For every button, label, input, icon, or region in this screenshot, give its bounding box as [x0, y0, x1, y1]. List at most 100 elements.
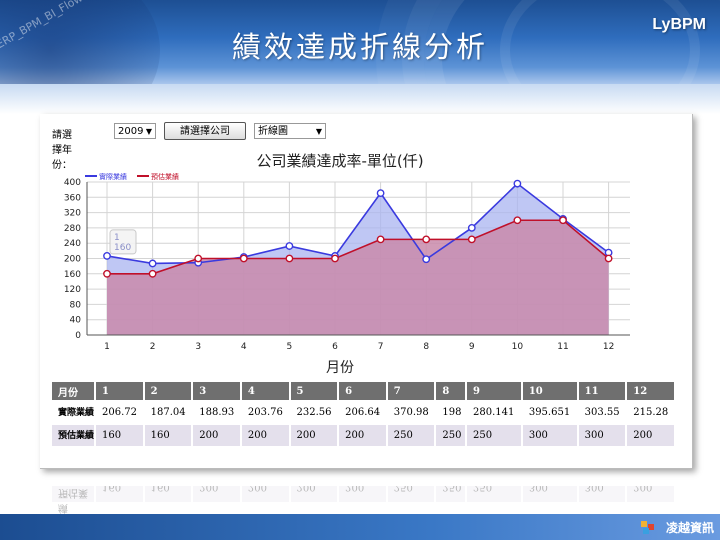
x-axis-title: 月份	[326, 360, 354, 376]
header-banner: ERP_BPM_BI_Flow 績效達成折線分析 LyBPM	[0, 0, 720, 84]
table-cell: 188.93	[192, 400, 242, 424]
banner-glow	[0, 0, 160, 84]
table-cell: 250	[386, 423, 437, 446]
table-cell: 250	[466, 486, 522, 502]
table-cell: 250	[386, 486, 436, 502]
table-cell: 200	[192, 423, 242, 446]
y-tick-label: 400	[64, 178, 81, 188]
x-tick-label: 5	[287, 342, 293, 352]
data-point	[513, 216, 522, 225]
y-tick-label: 240	[64, 239, 81, 249]
table-header-cell: 10	[521, 382, 579, 401]
performance-chart: 公司業績達成率-單位(仟) 實際業績 預估業績 04080120160200240…	[64, 152, 630, 376]
chevron-down-icon: ▼	[145, 127, 152, 136]
table-header-cell: 2	[143, 382, 194, 401]
table-cell: 200	[240, 486, 290, 502]
data-point	[103, 252, 111, 260]
table-header-cell: 12	[626, 382, 676, 401]
chart-lines	[106, 182, 610, 275]
table-cell: 187.04	[143, 400, 194, 424]
table-cell: 160	[95, 486, 144, 502]
data-point	[148, 259, 157, 268]
x-tick-label: 9	[469, 342, 475, 352]
select-company-button[interactable]: 請選擇公司	[164, 122, 246, 140]
footer-logo-text: 凌越資訊	[665, 521, 714, 535]
data-point	[285, 242, 294, 250]
page-title: 績效達成折線分析	[231, 30, 488, 64]
year-select-value: 2009	[118, 126, 144, 137]
series-area	[107, 220, 609, 335]
table-cell: 250	[435, 423, 468, 446]
series-line	[106, 182, 610, 265]
data-point	[148, 269, 157, 278]
table-cell: 160	[143, 423, 194, 446]
x-tick-label: 12	[603, 342, 614, 352]
chart-type-select-value: 折線圖	[258, 126, 288, 137]
data-point	[376, 235, 385, 244]
data-table: 月份 1 2 3 4 5 6 7 8 9 10 11 12 實際業績 206.72 187.04 188.9…	[52, 382, 676, 446]
table-cell: 206.64	[338, 400, 388, 424]
data-point	[239, 254, 248, 263]
y-tick-label: 0	[75, 331, 81, 341]
tooltip-value: 160	[114, 243, 131, 253]
banner-fade	[0, 84, 720, 114]
table-cell: 200	[626, 423, 676, 446]
table-cell: 200	[192, 486, 241, 502]
table-header-cell: 5	[289, 382, 340, 401]
data-point	[103, 269, 111, 278]
table-cell: 206.72	[95, 400, 145, 424]
table-cell: 250	[466, 423, 523, 446]
table-cell: 160	[143, 486, 193, 502]
banner-rings-inner	[500, 0, 700, 84]
chart-type-select[interactable]: 折線圖 ▼	[254, 123, 326, 139]
data-point	[559, 216, 567, 225]
year-select[interactable]: 2009 ▼	[114, 123, 156, 139]
table-cell: 160	[95, 423, 145, 446]
table-header-cell: 9	[466, 382, 523, 401]
table-cell: 200	[289, 423, 340, 446]
chevron-down-icon: ▼	[315, 127, 322, 136]
x-tick-label: 2	[150, 342, 156, 352]
table-row-label: 預估業績	[52, 423, 96, 446]
table-cell: 395.651	[521, 400, 579, 424]
y-tick-label: 80	[70, 300, 82, 310]
legend-label: 預估業績	[151, 172, 179, 181]
table-row: 預估業績 160 160 200 200 200 200 250 250 250 300 300 200	[52, 423, 676, 446]
table-cell: 232.56	[289, 400, 340, 424]
table-header-label: 月份	[52, 382, 96, 401]
table-header-cell: 1	[95, 382, 145, 401]
table-row-label: 預估業績	[52, 486, 95, 502]
table-header-cell: 7	[386, 382, 437, 401]
table-cell: 198	[435, 400, 468, 424]
x-tick-label: 8	[423, 342, 429, 352]
company-logo-icon	[641, 521, 654, 534]
year-label: 請選擇年份：	[52, 130, 72, 171]
y-tick-label: 200	[64, 255, 81, 265]
data-point	[376, 189, 385, 198]
tooltip-box	[109, 229, 137, 255]
chart-points	[103, 179, 613, 278]
table-row: 實際業績 206.72 187.04 188.93 203.76 232.56 206.64…	[52, 400, 676, 424]
table-cell: 203.76	[240, 400, 291, 424]
table-cell: 300	[577, 423, 628, 446]
table-cell: 300	[521, 486, 578, 502]
footer-bar: 凌越資訊	[0, 514, 720, 540]
y-tick-label: 120	[64, 285, 81, 295]
table-header-cell: 4	[240, 382, 291, 401]
table-cell: 370.98	[386, 400, 437, 424]
chart-legend: 實際業績 預估業績	[85, 172, 179, 181]
table-header-cell: 3	[192, 382, 242, 401]
data-point	[604, 254, 613, 263]
table-cell: 200	[240, 423, 291, 446]
table-cell: 280.141	[466, 400, 523, 424]
y-tick-label: 320	[64, 209, 81, 219]
x-tick-label: 3	[195, 342, 201, 352]
table-header-cell: 8	[435, 382, 468, 401]
table-cell: 215.28	[626, 400, 676, 424]
legend-label: 實際業績	[99, 172, 127, 181]
x-tick-label: 6	[332, 342, 338, 352]
x-tick-label: 10	[512, 342, 524, 352]
